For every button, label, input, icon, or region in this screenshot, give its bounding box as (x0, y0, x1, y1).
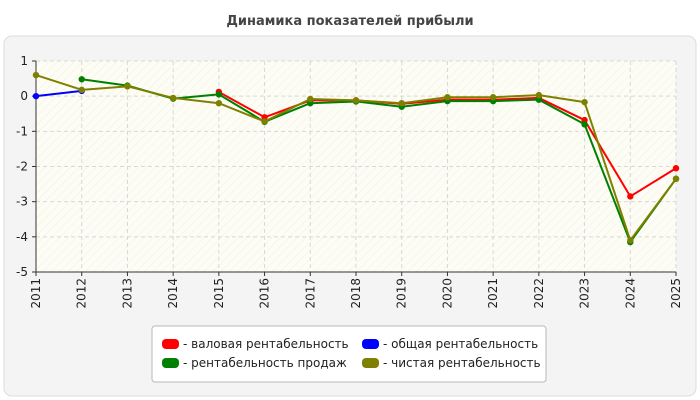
data-point (627, 193, 634, 200)
legend-swatch (362, 358, 379, 368)
data-point (352, 97, 360, 104)
data-point (581, 98, 588, 106)
data-point (78, 86, 85, 94)
data-point (627, 237, 634, 244)
x-tick-label: 2014 (166, 278, 180, 309)
data-point (581, 121, 588, 128)
y-tick-label: 0 (20, 89, 28, 103)
chart-title: Динамика показателей прибыли (226, 14, 473, 29)
x-tick-label: 2013 (120, 278, 134, 309)
legend-swatch (162, 358, 179, 368)
data-point (307, 95, 314, 103)
x-tick-label: 2024 (623, 278, 637, 309)
data-point (261, 118, 268, 125)
data-point (535, 96, 543, 103)
data-point (169, 94, 177, 102)
x-tick-label: 2017 (303, 278, 317, 309)
legend: - валовая рентабельность - общая рентабел… (151, 325, 547, 383)
legend-swatch (362, 339, 379, 349)
data-point (535, 91, 543, 99)
legend-label: - чистая рентабельность (383, 356, 541, 370)
x-tick-label: 2015 (212, 278, 226, 309)
series-line (35, 89, 82, 98)
x-tick-label: 2022 (532, 278, 546, 309)
legend-label: - общая рентабельность (383, 337, 538, 351)
x-tick-label: 2025 (669, 278, 683, 309)
x-tick-label: 2016 (258, 278, 272, 309)
data-point (32, 92, 40, 100)
legend-label: - валовая рентабельность (183, 337, 349, 351)
data-point (78, 76, 85, 83)
data-point (444, 94, 451, 101)
data-point (672, 165, 680, 172)
data-point (215, 91, 223, 98)
x-tick-label: 2019 (395, 278, 409, 309)
y-tick-label: -3 (16, 195, 28, 209)
data-point (489, 94, 497, 101)
legend-box (151, 325, 547, 383)
legend-swatch (162, 339, 179, 349)
x-tick-label: 2011 (29, 278, 43, 309)
y-tick-label: -5 (16, 265, 28, 279)
data-point (398, 100, 405, 107)
legend-label: - рентабельность продаж (183, 356, 347, 370)
y-tick-label: 1 (20, 54, 28, 68)
y-tick-label: -4 (16, 230, 28, 244)
x-tick-label: 2020 (440, 278, 454, 309)
data-point (215, 100, 223, 107)
data-point (32, 71, 40, 79)
y-tick-label: -2 (16, 160, 28, 174)
x-tick-label: 2012 (75, 278, 89, 309)
data-point (672, 175, 680, 183)
x-tick-label: 2021 (486, 278, 500, 309)
data-point (124, 83, 131, 90)
y-tick-label: -1 (16, 124, 28, 138)
x-tick-label: 2018 (349, 278, 363, 309)
x-tick-label: 2023 (578, 278, 592, 309)
series-4 (32, 71, 680, 244)
